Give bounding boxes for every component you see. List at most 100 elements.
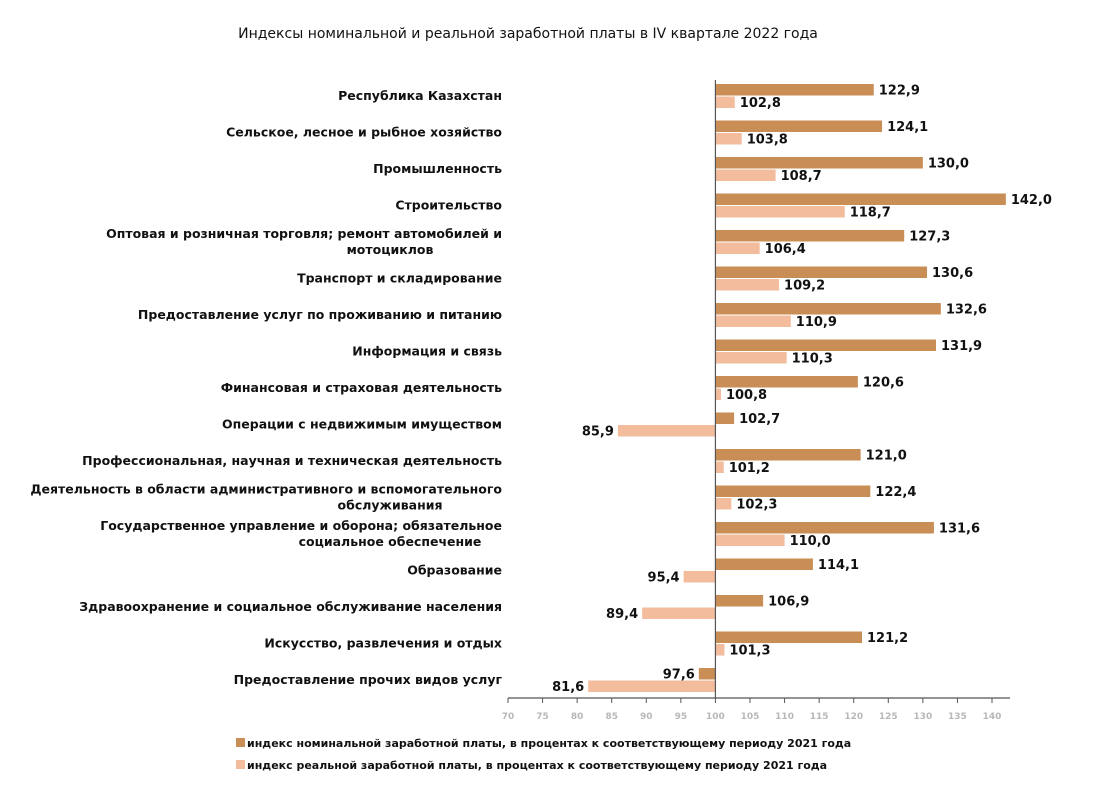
category-label: Предоставление прочих видов услуг [234, 672, 503, 687]
bar-real [715, 133, 742, 145]
category-labels: Республика Казахстан Сельское, лесное и р… [30, 88, 502, 687]
bar-real [715, 388, 721, 400]
data-label-real: 103,8 [747, 133, 788, 148]
legend-swatch-real [236, 760, 245, 769]
bar-nominal [715, 84, 874, 96]
data-label-real: 108,7 [781, 169, 822, 184]
legend-label-real: индекс реальной заработной платы, в проц… [247, 759, 827, 772]
bar-real [715, 169, 776, 181]
bar-nominal [715, 558, 813, 570]
data-label-real: 85,9 [582, 425, 614, 440]
data-label-nominal: 124,1 [887, 120, 928, 135]
data-label-real: 100,8 [726, 388, 767, 403]
category-label: Промышленность [373, 161, 502, 176]
bar-nominal [715, 193, 1006, 205]
bar-real [715, 206, 845, 218]
bar-nominal [715, 120, 883, 132]
bar-real [715, 644, 725, 656]
bar-real [617, 425, 716, 437]
data-label-real: 109,2 [784, 279, 825, 294]
bar-real [715, 242, 760, 254]
category-label: Государственное управление и оборона; об… [100, 518, 502, 549]
category-label: Строительство [395, 198, 502, 213]
x-tick-label: 120 [844, 712, 863, 722]
x-axis: 70 75 80 85 90 95 100 105 110 115 120 125 130 135 140 [502, 80, 1010, 722]
x-tick-label: 75 [536, 712, 549, 722]
bar-real [683, 571, 716, 583]
category-label: Республика Казахстан [338, 88, 502, 103]
category-label: Финансовая и страховая деятельность [221, 380, 502, 395]
bar-real [588, 680, 716, 692]
data-label-nominal: 131,9 [941, 339, 982, 354]
data-label-nominal: 130,6 [932, 266, 973, 281]
x-tick-label: 70 [502, 712, 515, 722]
category-label: Предоставление услуг по проживанию и пит… [138, 307, 502, 322]
legend-label-nominal: индекс номинальной заработной платы, в п… [247, 737, 851, 750]
value-labels: 122,9 102,8 124,1 103,8 130,0 108,7 142,0 118,7… [552, 84, 1052, 696]
bar-nominal [715, 631, 863, 643]
category-label: Профессиональная, научная и техническая … [82, 453, 502, 468]
x-tick-label: 115 [810, 712, 829, 722]
bar-real [715, 534, 785, 546]
data-label-nominal: 97,6 [663, 668, 695, 683]
data-label-real: 106,4 [765, 242, 806, 257]
data-label-real: 81,6 [552, 680, 584, 695]
bar-nominal [715, 266, 928, 278]
category-label: Информация и связь [352, 344, 502, 359]
x-tick-label: 100 [706, 712, 725, 722]
data-label-nominal: 130,0 [928, 157, 969, 172]
bar-nominal [715, 449, 861, 461]
data-label-real: 110,9 [796, 315, 837, 330]
data-label-nominal: 120,6 [863, 376, 904, 391]
x-tick-label: 135 [948, 712, 967, 722]
legend: индекс номинальной заработной платы, в п… [236, 737, 851, 772]
data-label-nominal: 127,3 [909, 230, 950, 245]
bar-nominal [715, 485, 871, 497]
data-label-nominal: 142,0 [1011, 193, 1052, 208]
category-label: Деятельность в области административного… [30, 482, 502, 513]
x-tick-label: 105 [741, 712, 760, 722]
data-label-real: 110,3 [792, 352, 833, 367]
bar-nominal [715, 230, 905, 242]
data-label-nominal: 102,7 [739, 412, 780, 427]
data-label-real: 101,2 [729, 461, 770, 476]
bars [588, 84, 1006, 692]
bar-nominal [715, 412, 735, 424]
bar-real [715, 352, 787, 364]
bar-nominal [715, 376, 858, 388]
data-label-nominal: 122,9 [879, 84, 920, 99]
category-label: Здравоохранение и социальное обслуживани… [79, 599, 502, 614]
category-label: Транспорт и складирование [297, 271, 502, 286]
data-label-real: 95,4 [648, 571, 680, 586]
bar-real [715, 279, 780, 291]
bar-real [715, 96, 735, 108]
data-label-nominal: 122,4 [875, 485, 916, 500]
x-tick-label: 95 [675, 712, 688, 722]
x-tick-label: 90 [640, 712, 653, 722]
x-tick-label: 80 [571, 712, 584, 722]
x-tick-label: 140 [983, 712, 1002, 722]
category-label: Операции с недвижимым имуществом [222, 417, 502, 432]
bar-real [715, 461, 724, 473]
chart-title: Индексы номинальной и реальной заработно… [238, 26, 818, 42]
bar-nominal [698, 668, 716, 680]
category-label: Сельское, лесное и рыбное хозяйство [226, 125, 502, 140]
bar-real [642, 607, 716, 619]
bar-nominal [715, 339, 936, 351]
data-label-nominal: 121,0 [866, 449, 907, 464]
data-label-nominal: 132,6 [946, 303, 987, 318]
data-label-real: 118,7 [850, 206, 891, 221]
legend-swatch-nominal [236, 738, 245, 747]
data-label-real: 102,3 [736, 498, 777, 513]
bar-real [715, 498, 732, 510]
x-tick-label: 85 [605, 712, 618, 722]
x-tick-label: 130 [913, 712, 932, 722]
category-label: Образование [407, 563, 502, 578]
data-label-nominal: 131,6 [939, 522, 980, 537]
category-label: Оптовая и розничная торговля; ремонт авт… [106, 226, 502, 257]
bar-real [715, 315, 791, 327]
data-label-nominal: 114,1 [818, 558, 859, 573]
x-tick-label: 110 [775, 712, 794, 722]
